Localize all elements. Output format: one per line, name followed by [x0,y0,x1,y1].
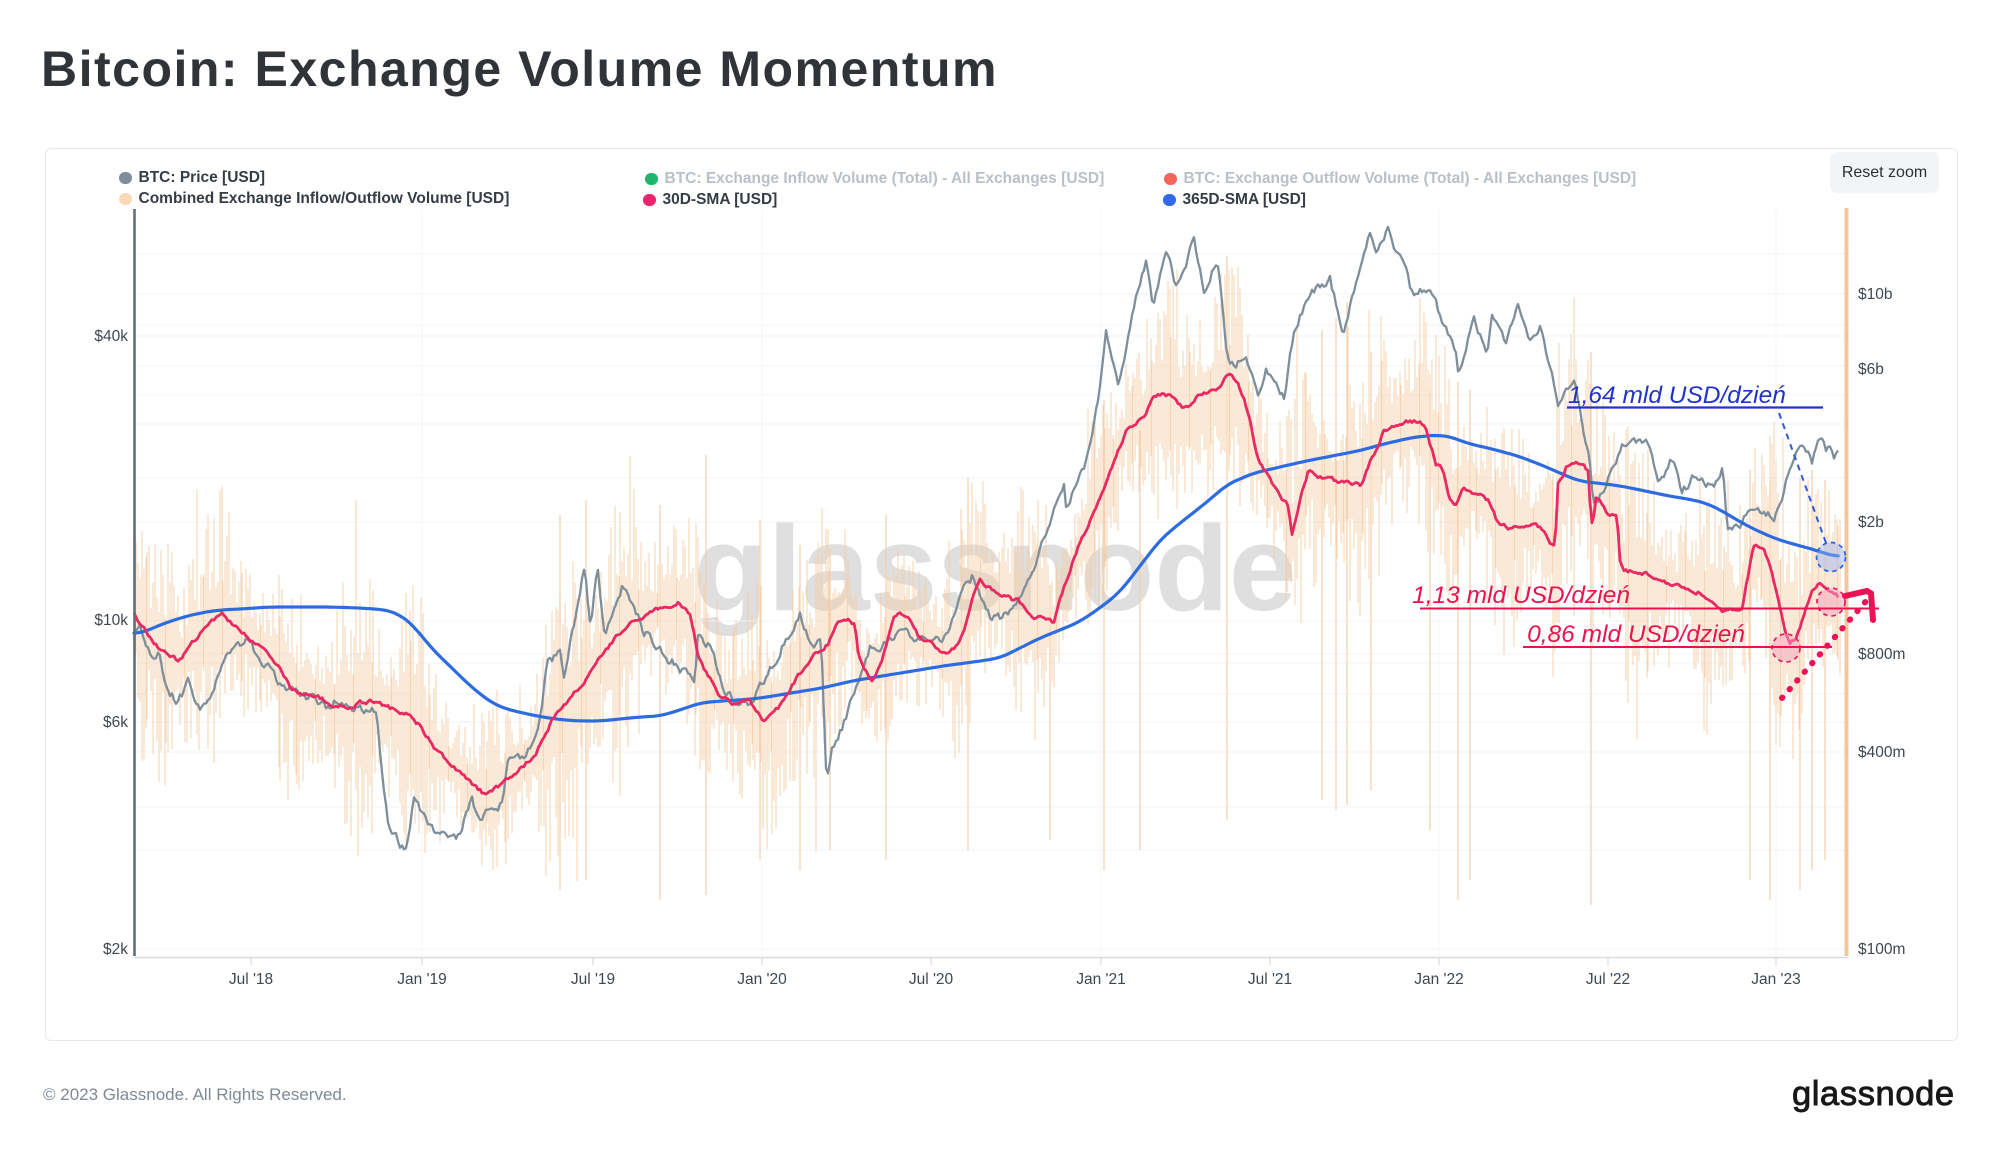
svg-text:Jan '19: Jan '19 [397,971,447,988]
svg-text:Jul '19: Jul '19 [571,971,615,988]
svg-text:0,86 mld USD/dzień: 0,86 mld USD/dzień [1527,621,1745,648]
svg-text:$800m: $800m [1858,646,1905,663]
svg-text:$400m: $400m [1858,744,1905,761]
svg-text:Jan '22: Jan '22 [1414,971,1464,988]
svg-text:Jul '20: Jul '20 [909,971,954,988]
svg-text:$2k: $2k [103,941,128,958]
svg-text:$6b: $6b [1858,361,1884,378]
svg-text:$40k: $40k [94,328,128,345]
svg-text:Jan '23: Jan '23 [1751,971,1801,988]
svg-text:Jan '21: Jan '21 [1076,971,1126,988]
svg-text:$2b: $2b [1858,514,1884,531]
svg-text:$10k: $10k [94,612,128,629]
svg-text:Jul '18: Jul '18 [229,971,273,988]
svg-text:1,13 mld USD/dzień: 1,13 mld USD/dzień [1412,582,1630,609]
svg-text:1,64 mld USD/dzień: 1,64 mld USD/dzień [1568,382,1786,409]
svg-text:Jan '20: Jan '20 [737,971,787,988]
svg-text:$10b: $10b [1858,286,1892,303]
svg-text:Jul '22: Jul '22 [1586,971,1630,988]
svg-text:$6k: $6k [103,714,128,731]
svg-text:$100m: $100m [1858,941,1905,958]
svg-text:Jul '21: Jul '21 [1248,971,1292,988]
